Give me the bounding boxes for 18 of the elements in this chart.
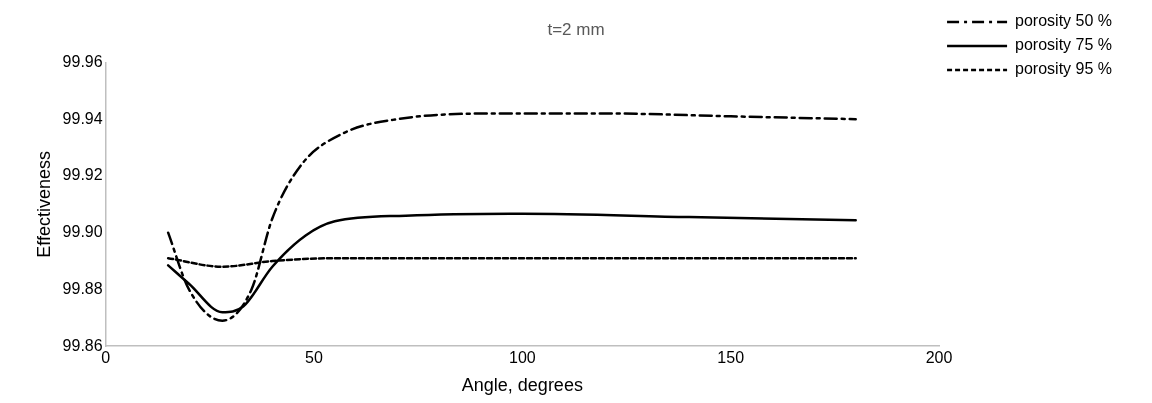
legend-label: porosity 75 % [1015, 36, 1112, 54]
y-tick-label: 99.88 [62, 279, 103, 297]
chart-title: t=2 mm [547, 19, 605, 39]
x-tick-label: 200 [925, 349, 953, 367]
x-tick-label: 150 [717, 349, 745, 367]
legend-label: porosity 50 % [1015, 12, 1112, 30]
y-tick-label: 99.90 [62, 223, 103, 241]
x-axis-title: Angle, degrees [461, 375, 583, 396]
y-tick-label: 99.96 [62, 52, 103, 70]
y-axis-title: Effectiveness [33, 150, 54, 258]
y-tick-label: 99.92 [62, 166, 103, 184]
y-tick-label: 99.94 [62, 109, 103, 127]
y-tick-label: 99.86 [62, 336, 103, 354]
x-tick-label: 0 [101, 349, 111, 367]
x-tick-label: 50 [305, 349, 323, 367]
line-series [166, 112, 857, 322]
legend-label: porosity 95 % [1015, 60, 1112, 78]
x-tick-label: 100 [509, 349, 536, 367]
